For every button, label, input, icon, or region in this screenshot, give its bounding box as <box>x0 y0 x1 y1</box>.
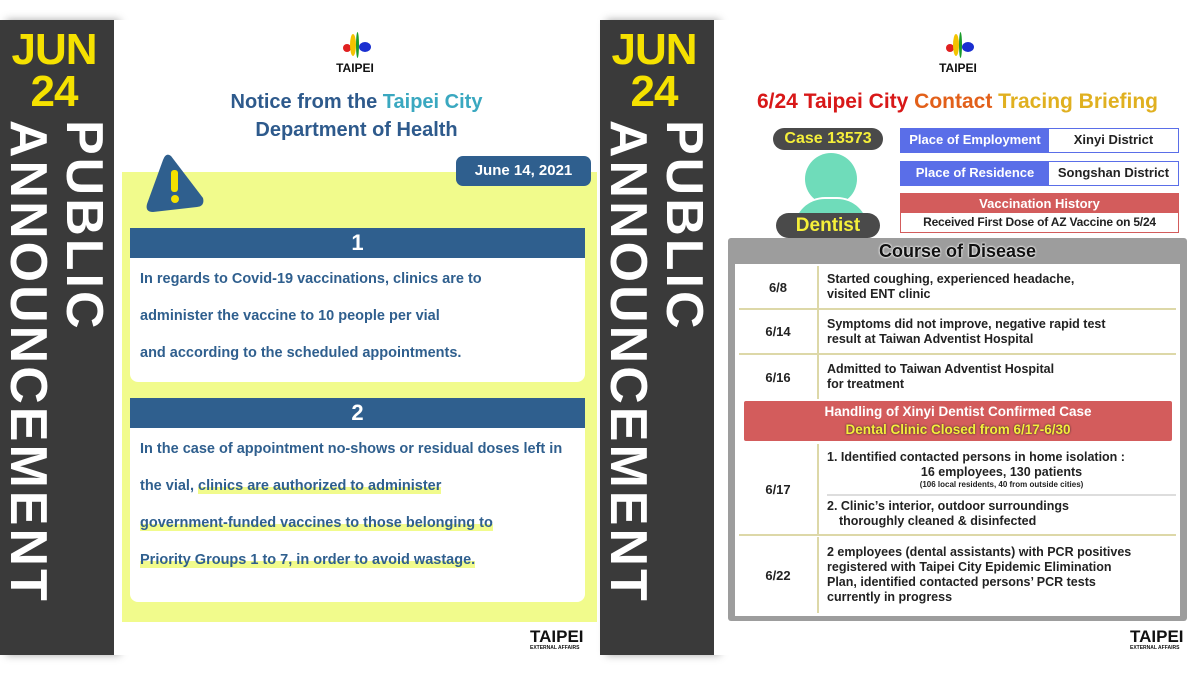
vaccination-history: Vaccination History Received First Dose o… <box>900 193 1179 233</box>
section-2-body: In the case of appointment no-shows or r… <box>130 428 585 602</box>
timeline-row: 6/17 1. Identified contacted persons in … <box>739 444 1176 536</box>
section-1-header: 1 <box>130 228 585 258</box>
briefing-title: 6/24 Taipei City Contact Tracing Briefin… <box>756 90 1159 113</box>
strip-month: JUN <box>11 25 97 74</box>
section-2-highlight: clinics are authorized to administer <box>198 478 442 494</box>
section-2-text: In the case of appointment no-shows or r… <box>140 441 563 494</box>
residence-row: Place of Residence Songshan District <box>900 161 1179 186</box>
section-1-line: administer the vaccine to 10 people per … <box>140 308 440 324</box>
employment-row: Place of Employment Xinyi District <box>900 128 1179 153</box>
strip-day: 24 <box>630 67 679 116</box>
strip-vertical-title: PUBLIC ANNOUNCEMENT <box>0 120 113 604</box>
strip-line1: PUBLIC <box>55 120 113 332</box>
strip-day: 24 <box>30 67 79 116</box>
timeline-row: 6/14 Symptoms did not improve, negative r… <box>739 310 1176 355</box>
handling-banner: Handling of Xinyi Dentist Confirmed Case… <box>744 401 1172 441</box>
section-1-line: In regards to Covid-19 vaccinations, cli… <box>140 271 482 287</box>
timeline-row: 6/16 Admitted to Taiwan Adventist Hospita… <box>739 355 1176 399</box>
taipei-logo: TAIPEI <box>928 32 988 74</box>
strip-line2: ANNOUNCEMENT <box>0 120 57 604</box>
occupation-badge: Dentist <box>776 213 880 238</box>
section-1-line: and according to the scheduled appointme… <box>140 345 462 361</box>
warning-triangle-icon <box>146 154 204 212</box>
course-of-disease: Course of Disease 6/8 Started coughing, e… <box>728 238 1187 621</box>
timeline-row: 6/8 Started coughing, experienced headach… <box>739 266 1176 310</box>
strip-line1: PUBLIC <box>655 120 713 332</box>
course-title: Course of Disease <box>878 241 1037 261</box>
strip-line2: ANNOUNCEMENT <box>600 120 657 604</box>
date-badge: June 14, 2021 <box>456 156 591 186</box>
section-2-header: 2 <box>130 398 585 428</box>
taipei-logo: TAIPEI <box>325 32 385 74</box>
strip-vertical-title: PUBLIC ANNOUNCEMENT <box>600 120 713 604</box>
notice-title: Notice from the Taipei City Department o… <box>230 91 483 141</box>
strip-month: JUN <box>611 25 697 74</box>
footer-logo: TAIPEI EXTERNAL AFFAIRS <box>1130 627 1184 651</box>
section-1-body: In regards to Covid-19 vaccinations, cli… <box>130 258 585 382</box>
left-date-strip: JUN 24 PUBLIC ANNOUNCEMENT <box>0 20 114 655</box>
section-2-highlight: Priority Groups 1 to 7, in order to avoi… <box>140 552 476 568</box>
case-number-badge: Case 13573 <box>773 128 883 150</box>
section-2-highlight: government-funded vaccines to those belo… <box>140 515 493 531</box>
right-date-strip: JUN 24 PUBLIC ANNOUNCEMENT <box>600 20 714 655</box>
footer-logo: TAIPEI EXTERNAL AFFAIRS <box>530 627 584 651</box>
timeline-row: 6/22 2 employees (dental assistants) with… <box>739 537 1176 613</box>
